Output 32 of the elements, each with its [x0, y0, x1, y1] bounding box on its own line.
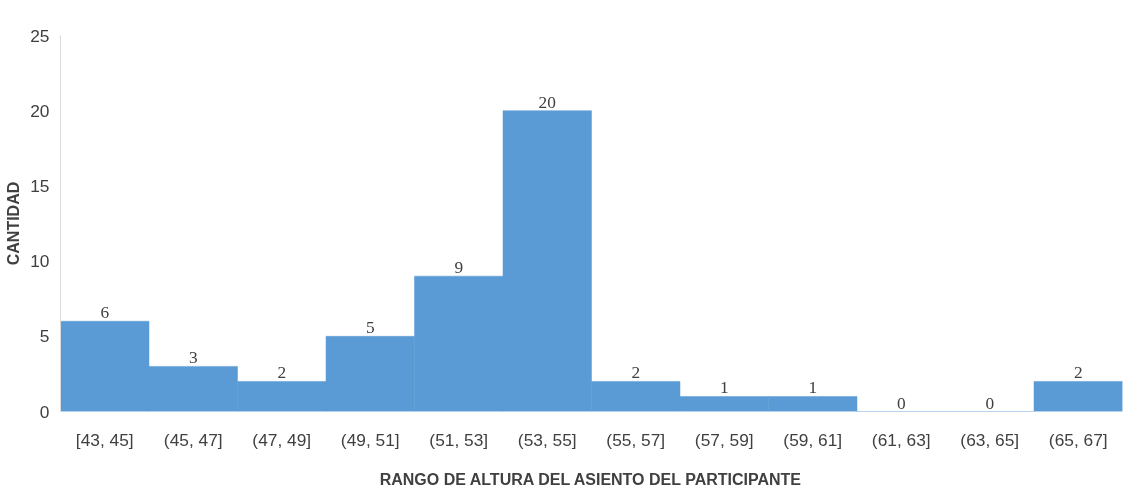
x-tick-label: (47, 49]: [252, 429, 312, 450]
x-tick-label: (59, 61]: [783, 429, 843, 450]
data-label: 3: [188, 348, 198, 368]
data-label: 2: [277, 363, 287, 383]
data-label: 1: [808, 378, 818, 398]
data-label: 1: [719, 378, 729, 398]
y-tick-label: 20: [30, 100, 50, 121]
x-tick-label: (65, 67]: [1048, 429, 1108, 450]
x-axis-title: RANGO DE ALTURA DEL ASIENTO DEL PARTICIPANTE: [379, 470, 802, 488]
y-tick-label: 0: [39, 401, 50, 422]
x-tick-label: (57, 59]: [694, 429, 754, 450]
x-tick-label: (45, 47]: [163, 429, 223, 450]
data-label: 6: [100, 303, 110, 323]
y-tick-label: 5: [39, 326, 50, 347]
y-tick-label: 10: [30, 251, 50, 272]
x-tick-label: (55, 57]: [606, 429, 666, 450]
y-axis-title: CANTIDAD: [5, 181, 23, 266]
data-label: 9: [454, 258, 464, 278]
data-label: 5: [365, 318, 375, 338]
x-tick-label: [43, 45]: [75, 429, 134, 450]
data-label: 0: [896, 393, 906, 413]
data-label: 20: [538, 92, 556, 112]
data-label: 2: [631, 363, 641, 383]
x-tick-label: (61, 63]: [871, 429, 931, 450]
x-tick-label: (51, 53]: [429, 429, 489, 450]
x-tick-label: (53, 55]: [517, 429, 577, 450]
x-tick-label: (63, 65]: [960, 429, 1020, 450]
y-tick-label: 15: [30, 175, 50, 196]
x-tick-label: (49, 51]: [340, 429, 400, 450]
data-label: 0: [985, 393, 995, 413]
y-tick-label: 25: [30, 25, 50, 46]
data-label: 2: [1073, 363, 1083, 383]
